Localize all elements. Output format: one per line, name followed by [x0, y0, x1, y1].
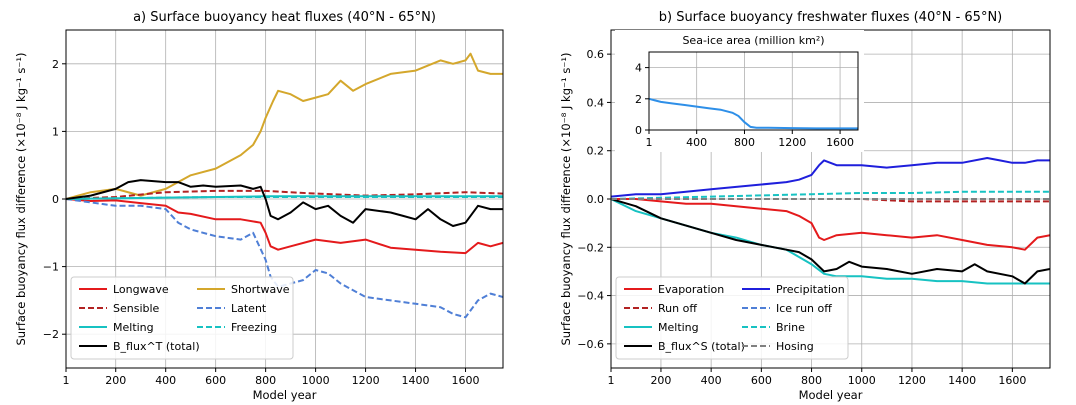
legend-label: Longwave	[113, 283, 169, 296]
inset-x-tick-label: 1200	[778, 136, 806, 149]
x-axis-label: Model year	[799, 388, 863, 402]
y-tick-label: −0.2	[577, 241, 604, 254]
x-tick-label: 400	[701, 374, 722, 387]
legend-label: Ice run off	[776, 302, 832, 315]
y-tick-label: 0	[52, 193, 59, 206]
y-tick-label: −2	[43, 328, 59, 341]
series-line-freezing	[66, 196, 503, 200]
legend-label: Run off	[658, 302, 697, 315]
x-tick-label: 1	[63, 374, 70, 387]
x-tick-label: 600	[751, 374, 772, 387]
series-line-longwave	[66, 198, 503, 255]
legend-label: B_flux^T (total)	[113, 340, 200, 353]
x-axis-label: Model year	[253, 388, 317, 402]
series-line-brine	[611, 190, 1050, 200]
x-tick-label: 600	[205, 374, 226, 387]
series-line-b-flux-s-total-	[611, 198, 1050, 285]
x-tick-label: 1400	[402, 374, 430, 387]
x-tick-label: 1000	[848, 374, 876, 387]
x-tick-label: 1200	[898, 374, 926, 387]
y-axis-label: Surface buoyancy flux difference (×10⁻⁸ …	[14, 53, 28, 346]
inset-title: Sea-ice area (million km²)	[682, 34, 824, 47]
series-line-precipitation	[611, 157, 1050, 198]
legend-label: Freezing	[231, 321, 277, 334]
inset-x-tick-label: 800	[734, 136, 755, 149]
inset-y-tick-label: 0	[635, 124, 642, 137]
legend-label: Melting	[113, 321, 154, 334]
panel-b: 1 200 400 600 800 1000 1200 1400 1600−0.6−0.4−0.…	[559, 10, 1051, 402]
inset-y-tick-label: 4	[635, 62, 642, 75]
legend-label: Latent	[231, 302, 267, 315]
legend-label: Precipitation	[776, 283, 845, 296]
x-tick-label: 800	[801, 374, 822, 387]
series-group	[611, 157, 1050, 285]
y-tick-label: −0.6	[577, 338, 604, 351]
legend-label: Sensible	[113, 302, 160, 315]
x-tick-label: 200	[650, 374, 671, 387]
x-tick-label: 1600	[452, 374, 480, 387]
x-tick-label: 1200	[352, 374, 380, 387]
legend-label: Melting	[658, 321, 699, 334]
y-tick-label: 0.0	[587, 193, 605, 206]
y-tick-label: 2	[52, 58, 59, 71]
y-axis-label: Surface buoyancy flux difference (×10⁻⁸ …	[559, 53, 573, 346]
legend-label: Evaporation	[658, 283, 724, 296]
x-tick-label: 400	[155, 374, 176, 387]
chart-title: b) Surface buoyancy freshwater fluxes (4…	[659, 10, 1003, 25]
x-tick-label: 1	[608, 374, 615, 387]
chart-title: a) Surface buoyancy heat fluxes (40°N - …	[133, 10, 436, 25]
x-tick-label: 1400	[948, 374, 976, 387]
y-tick-label: 1	[52, 125, 59, 138]
y-tick-label: 0.6	[587, 48, 605, 61]
legend-box	[70, 276, 294, 360]
x-tick-label: 200	[105, 374, 126, 387]
legend: Longwave Shortwave Sensible Latent Melting Fr…	[70, 276, 294, 360]
series-line-evaporation	[611, 198, 1050, 251]
inset-y-tick-label: 2	[635, 93, 642, 106]
legend-label: Hosing	[776, 340, 814, 353]
inset-chart: 1 400 800 1200 1600 0 2 4 Sea-ice area (million …	[615, 30, 864, 152]
inset-background	[615, 30, 864, 152]
series-line-shortwave	[66, 52, 503, 200]
x-tick-label: 1000	[302, 374, 330, 387]
series-line-sensible	[66, 189, 503, 200]
legend-box	[615, 276, 849, 360]
y-tick-label: 0.4	[587, 96, 605, 109]
legend-label: Brine	[776, 321, 805, 334]
x-tick-label: 1600	[998, 374, 1026, 387]
inset-x-tick-label: 1	[646, 136, 653, 149]
legend-label: Shortwave	[231, 283, 290, 296]
legend-label: B_flux^S (total)	[658, 340, 745, 353]
inset-x-tick-label: 1600	[826, 136, 854, 149]
x-tick-label: 800	[255, 374, 276, 387]
inset-frame	[648, 51, 859, 131]
series-line-b-flux-t-total-	[66, 179, 503, 227]
y-tick-label: −0.4	[577, 290, 604, 303]
inset-x-tick-label: 400	[686, 136, 707, 149]
legend: Evaporation Precipitation Run off Ice run o…	[615, 276, 849, 360]
inset-series-line	[648, 97, 858, 130]
y-tick-label: 0.2	[587, 145, 605, 158]
y-tick-label: −1	[43, 261, 59, 274]
